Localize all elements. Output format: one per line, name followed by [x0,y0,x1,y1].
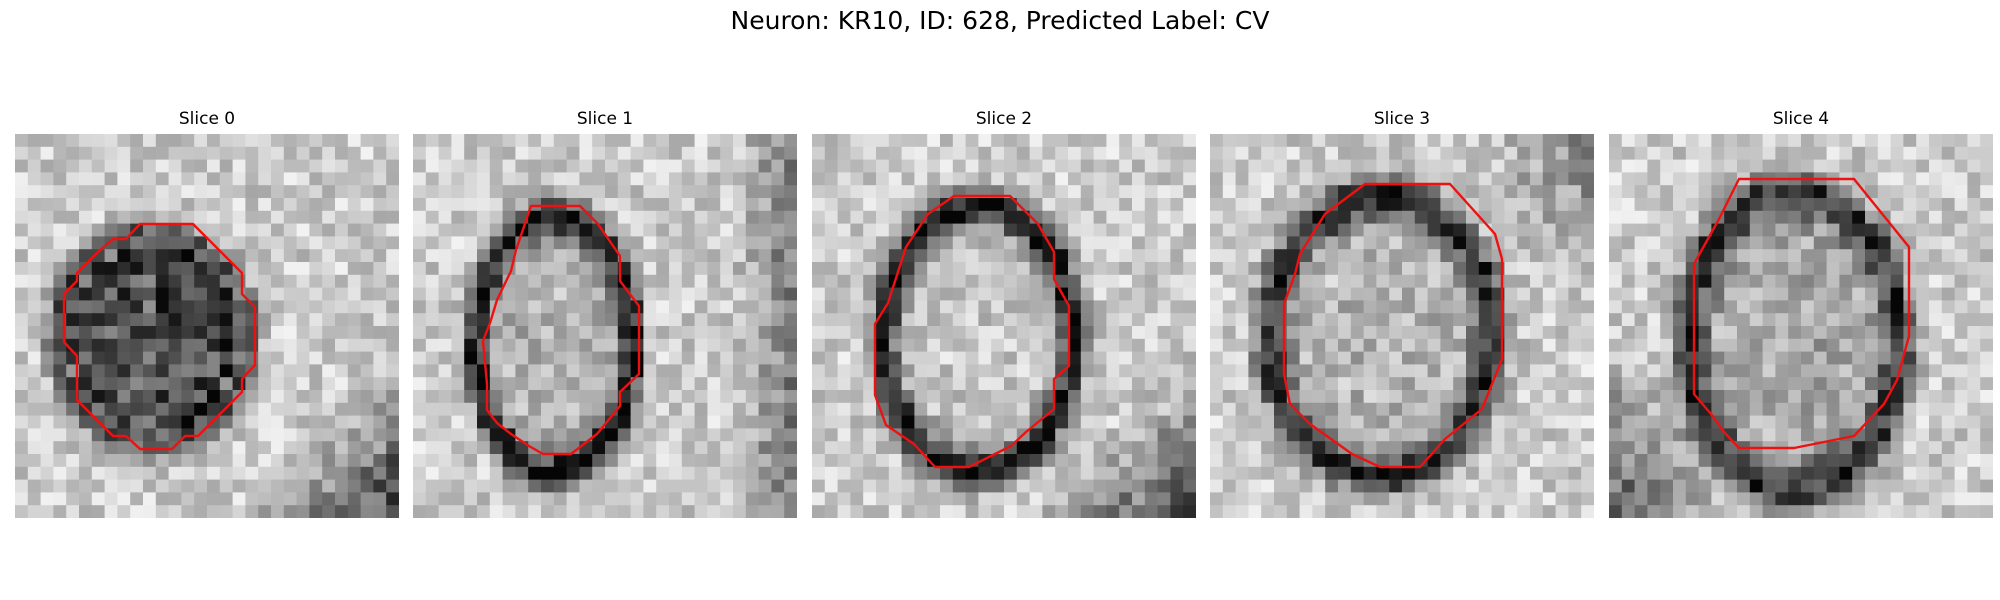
slice-title-4: Slice 4 [1772,109,1830,129]
slice-contour-2 [873,194,1071,469]
slice-title-1: Slice 1 [576,109,634,129]
slice-pixel-grid-4 [1609,134,1993,518]
slice-image-1 [413,134,797,518]
slice-image-3 [1210,134,1594,518]
slice-title-3: Slice 3 [1373,109,1431,129]
slice-image-4 [1609,134,1993,518]
slice-pixel-grid-1 [413,134,797,518]
slice-title-2: Slice 2 [975,109,1033,129]
slice-pixel-grid-0 [15,134,399,518]
slice-image-2 [812,134,1196,518]
slice-contour-0 [62,222,257,451]
slice-contour-3 [1282,182,1504,469]
slice-contour-1 [481,204,641,456]
slice-title-0: Slice 0 [178,109,236,129]
slice-contour-4 [1692,177,1911,450]
slice-pixel-grid-3 [1210,134,1594,518]
figure-title: Neuron: KR10, ID: 628, Predicted Label: … [730,6,1270,35]
slice-image-0 [15,134,399,518]
slice-pixel-grid-2 [812,134,1196,518]
